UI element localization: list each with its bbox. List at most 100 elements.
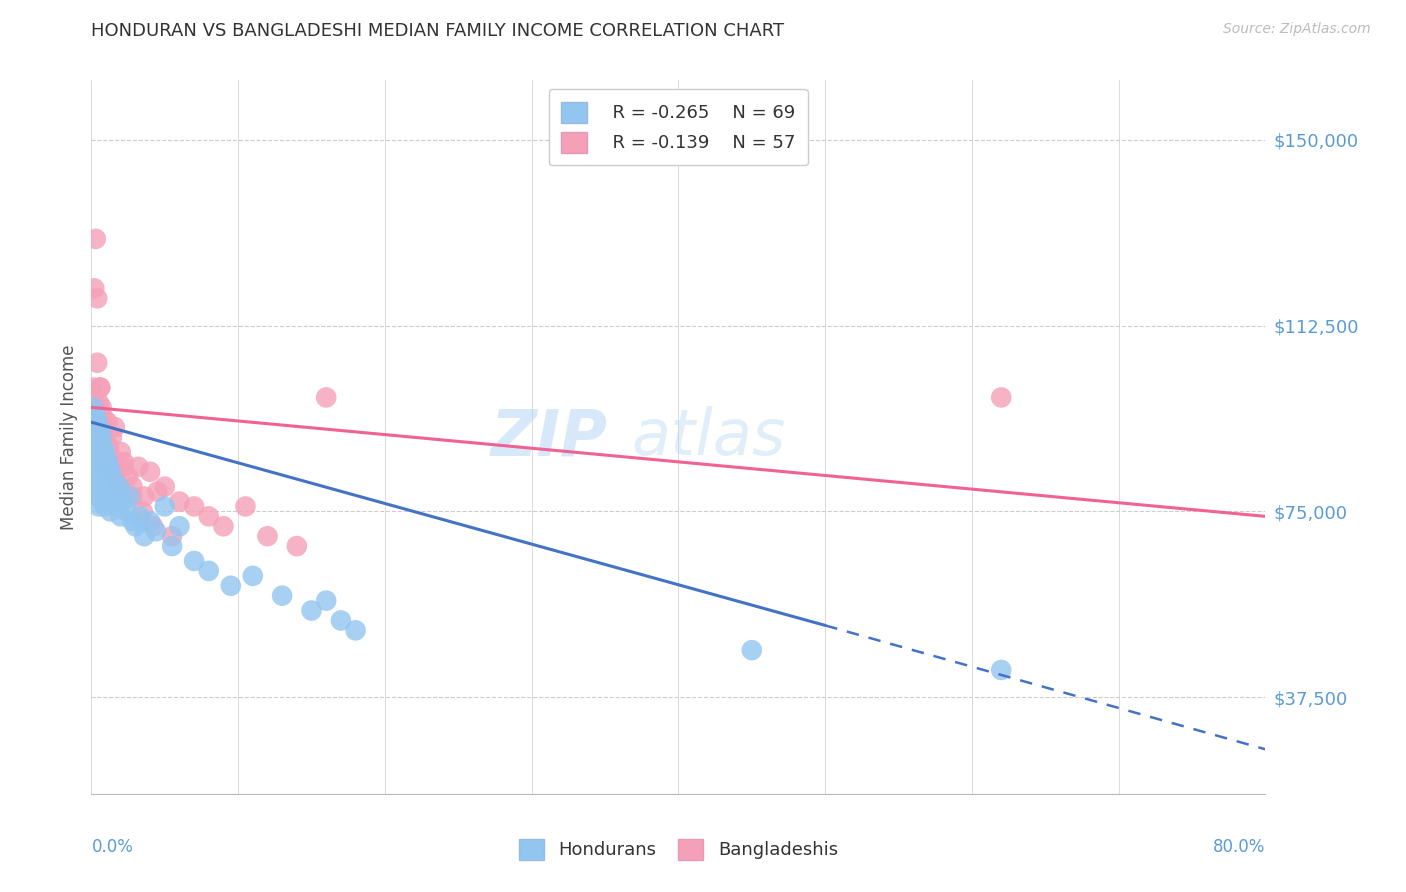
Point bbox=[315, 391, 337, 405]
Point bbox=[89, 380, 111, 394]
Point bbox=[124, 519, 146, 533]
Point bbox=[329, 614, 352, 628]
Point bbox=[121, 490, 143, 504]
Point bbox=[87, 395, 110, 409]
Point bbox=[134, 529, 156, 543]
Point bbox=[139, 514, 162, 528]
Point bbox=[91, 494, 114, 508]
Legend: Hondurans, Bangladeshis: Hondurans, Bangladeshis bbox=[512, 831, 845, 867]
Point bbox=[87, 469, 110, 483]
Point bbox=[107, 500, 129, 514]
Point bbox=[87, 450, 110, 464]
Point bbox=[83, 405, 105, 419]
Point bbox=[197, 564, 219, 578]
Point bbox=[112, 455, 135, 469]
Point bbox=[301, 603, 323, 617]
Point bbox=[110, 509, 132, 524]
Point bbox=[103, 465, 125, 479]
Point bbox=[93, 420, 115, 434]
Point bbox=[94, 445, 117, 459]
Point bbox=[84, 420, 107, 434]
Point bbox=[91, 410, 114, 425]
Point bbox=[91, 425, 114, 439]
Point bbox=[90, 430, 112, 444]
Point bbox=[93, 445, 115, 459]
Point bbox=[94, 435, 117, 450]
Point bbox=[86, 291, 108, 305]
Point bbox=[91, 455, 114, 469]
Point bbox=[145, 524, 167, 539]
Point bbox=[142, 519, 165, 533]
Point bbox=[91, 465, 114, 479]
Point bbox=[87, 420, 110, 434]
Point bbox=[89, 425, 111, 439]
Point bbox=[84, 480, 107, 494]
Point bbox=[83, 450, 105, 464]
Point bbox=[256, 529, 278, 543]
Point bbox=[169, 494, 191, 508]
Point bbox=[84, 455, 107, 469]
Point bbox=[183, 500, 205, 514]
Point bbox=[160, 529, 183, 543]
Point bbox=[98, 494, 121, 508]
Point bbox=[98, 459, 121, 474]
Point bbox=[83, 281, 105, 295]
Point bbox=[121, 480, 143, 494]
Point bbox=[89, 380, 111, 394]
Point bbox=[89, 455, 111, 469]
Point bbox=[134, 490, 156, 504]
Point bbox=[93, 469, 115, 483]
Point bbox=[990, 663, 1012, 677]
Point bbox=[741, 643, 763, 657]
Point bbox=[146, 484, 169, 499]
Point bbox=[96, 455, 118, 469]
Point bbox=[101, 430, 124, 444]
Point bbox=[121, 514, 143, 528]
Point bbox=[101, 469, 124, 483]
Point bbox=[86, 490, 108, 504]
Point bbox=[82, 420, 104, 434]
Point bbox=[107, 465, 129, 479]
Point bbox=[82, 440, 104, 454]
Point bbox=[344, 624, 367, 638]
Text: Source: ZipAtlas.com: Source: ZipAtlas.com bbox=[1223, 22, 1371, 37]
Point bbox=[96, 415, 118, 429]
Point bbox=[127, 459, 149, 474]
Text: 0.0%: 0.0% bbox=[91, 838, 134, 855]
Point bbox=[271, 589, 294, 603]
Point bbox=[104, 420, 127, 434]
Point bbox=[84, 410, 107, 425]
Point bbox=[82, 380, 104, 394]
Point bbox=[90, 430, 112, 444]
Point bbox=[86, 415, 108, 429]
Point bbox=[117, 469, 139, 483]
Point bbox=[83, 430, 105, 444]
Point bbox=[104, 484, 127, 499]
Point bbox=[153, 500, 176, 514]
Point bbox=[108, 480, 131, 494]
Point bbox=[87, 500, 110, 514]
Point bbox=[132, 504, 155, 518]
Point bbox=[86, 465, 108, 479]
Point bbox=[183, 554, 205, 568]
Point bbox=[91, 440, 114, 454]
Point bbox=[103, 480, 125, 494]
Point bbox=[82, 410, 104, 425]
Point bbox=[103, 459, 125, 474]
Point bbox=[93, 500, 115, 514]
Point bbox=[90, 401, 112, 415]
Point bbox=[96, 490, 118, 504]
Point bbox=[197, 509, 219, 524]
Point bbox=[84, 435, 107, 450]
Point bbox=[89, 484, 111, 499]
Point bbox=[90, 490, 112, 504]
Text: atlas: atlas bbox=[631, 406, 786, 468]
Y-axis label: Median Family Income: Median Family Income bbox=[59, 344, 77, 530]
Point bbox=[98, 455, 121, 469]
Point bbox=[153, 480, 176, 494]
Point bbox=[315, 593, 337, 607]
Point bbox=[98, 440, 121, 454]
Point bbox=[89, 450, 111, 464]
Point bbox=[86, 440, 108, 454]
Point bbox=[242, 569, 264, 583]
